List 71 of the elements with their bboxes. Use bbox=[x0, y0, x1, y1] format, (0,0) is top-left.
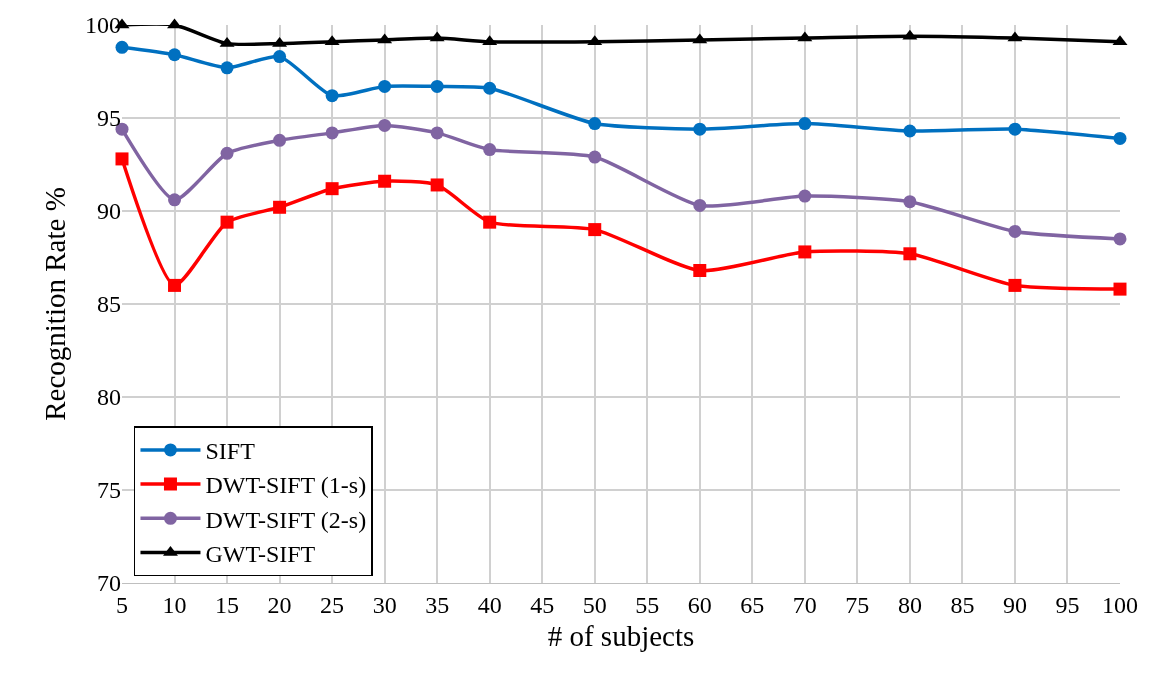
x-tick-label: 100 bbox=[1102, 591, 1138, 618]
point bbox=[483, 81, 497, 95]
point bbox=[273, 133, 287, 147]
point bbox=[588, 150, 602, 164]
point bbox=[1113, 282, 1127, 296]
x-tick-label: 70 bbox=[792, 591, 817, 618]
y-axis-title: Recognition Rate % bbox=[39, 187, 72, 421]
point bbox=[588, 223, 602, 237]
point bbox=[220, 215, 234, 229]
point bbox=[378, 118, 392, 132]
point bbox=[273, 200, 287, 214]
point bbox=[483, 215, 497, 229]
point bbox=[430, 178, 444, 192]
legend-label: DWT-SIFT (1-s) bbox=[205, 472, 367, 499]
point bbox=[168, 193, 182, 207]
point bbox=[430, 79, 444, 93]
point bbox=[325, 182, 339, 196]
x-tick-label: 55 bbox=[635, 591, 660, 618]
x-tick-label: 60 bbox=[687, 591, 712, 618]
legend-label: SIFT bbox=[205, 438, 256, 465]
x-tick-label: 85 bbox=[950, 591, 975, 618]
x-axis-title: # of subjects bbox=[547, 619, 695, 652]
x-tick-label: 15 bbox=[215, 591, 240, 618]
point bbox=[220, 146, 234, 160]
y-tick-label: 80 bbox=[97, 384, 121, 411]
point bbox=[693, 122, 707, 136]
point bbox=[115, 40, 129, 54]
point bbox=[168, 48, 182, 62]
point bbox=[798, 117, 812, 131]
x-tick-label: 95 bbox=[1055, 591, 1080, 618]
point bbox=[483, 143, 497, 157]
x-tick-label: 80 bbox=[897, 591, 922, 618]
legend-label: GWT-SIFT bbox=[205, 540, 316, 567]
y-tick-label: 75 bbox=[97, 477, 121, 504]
x-tick-label: 45 bbox=[530, 591, 555, 618]
y-tick-label: 90 bbox=[97, 198, 121, 225]
point bbox=[1113, 131, 1127, 145]
x-tick-label: 40 bbox=[477, 591, 502, 618]
x-tick-label: 20 bbox=[267, 591, 292, 618]
point bbox=[903, 195, 917, 209]
point bbox=[1008, 224, 1022, 238]
point bbox=[798, 189, 812, 203]
point bbox=[273, 50, 287, 64]
point bbox=[588, 117, 602, 131]
point bbox=[798, 245, 812, 259]
point bbox=[325, 89, 339, 103]
x-tick-label: 30 bbox=[372, 591, 397, 618]
point bbox=[1008, 122, 1022, 136]
x-tick-label: 25 bbox=[320, 591, 345, 618]
point bbox=[115, 152, 129, 166]
point bbox=[693, 264, 707, 278]
x-tick-label: 50 bbox=[582, 591, 607, 618]
x-tick-label: 65 bbox=[740, 591, 765, 618]
point bbox=[693, 198, 707, 212]
y-tick-label: 85 bbox=[97, 291, 121, 318]
point bbox=[168, 278, 182, 292]
x-tick-label: 90 bbox=[1002, 591, 1027, 618]
y-tick-label: 95 bbox=[97, 105, 121, 132]
point bbox=[903, 247, 917, 261]
x-tick-label: 75 bbox=[845, 591, 870, 618]
point bbox=[1113, 232, 1127, 246]
point bbox=[1008, 278, 1022, 292]
point bbox=[378, 79, 392, 93]
point bbox=[903, 124, 917, 138]
point bbox=[325, 126, 339, 140]
point bbox=[378, 174, 392, 188]
legend-label: DWT-SIFT (2-s) bbox=[205, 506, 367, 533]
x-tick-label: 10 bbox=[162, 591, 187, 618]
point bbox=[220, 61, 234, 75]
point bbox=[430, 126, 444, 140]
x-tick-label: 35 bbox=[425, 591, 450, 618]
